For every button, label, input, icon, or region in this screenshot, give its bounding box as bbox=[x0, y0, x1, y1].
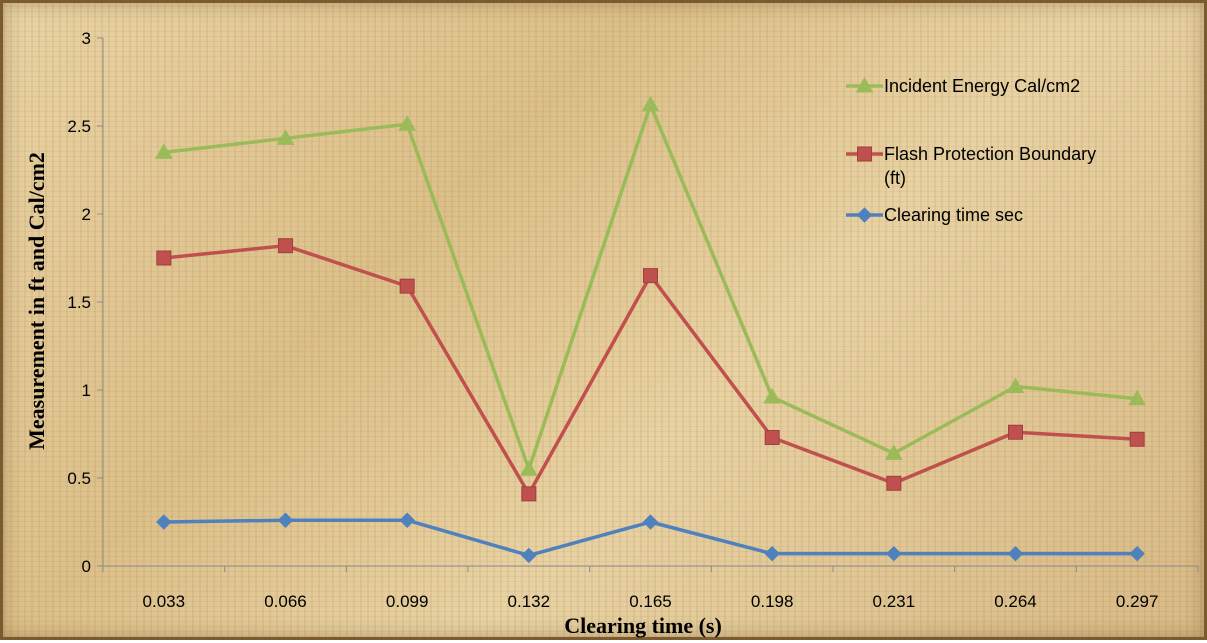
legend-label: Clearing time sec bbox=[884, 205, 1023, 225]
x-axis-label: Clearing time (s) bbox=[564, 613, 722, 638]
x-tick-label: 0.099 bbox=[386, 592, 429, 611]
data-point-diamond bbox=[1007, 545, 1024, 562]
y-tick-label: 1 bbox=[82, 381, 91, 400]
plot-area bbox=[103, 38, 1198, 566]
legend-label: Incident Energy Cal/cm2 bbox=[884, 76, 1080, 96]
data-point-triangle bbox=[1128, 389, 1147, 406]
series-markers bbox=[154, 95, 1147, 564]
data-point-triangle bbox=[398, 115, 417, 131]
x-tick-label: 0.033 bbox=[143, 592, 186, 611]
legend-marker-diamond bbox=[856, 207, 873, 223]
data-point-square bbox=[643, 268, 658, 284]
y-tick-label: 2.5 bbox=[67, 117, 91, 136]
data-point-triangle bbox=[641, 95, 660, 112]
data-point-diamond bbox=[1129, 545, 1145, 562]
data-point-triangle bbox=[154, 143, 173, 159]
data-point-diamond bbox=[156, 514, 172, 530]
data-point-diamond bbox=[399, 512, 415, 528]
data-point-triangle bbox=[519, 460, 538, 476]
x-tick-label: 0.066 bbox=[264, 592, 307, 611]
y-tick-label: 2 bbox=[82, 205, 91, 224]
data-point-square bbox=[521, 486, 537, 502]
legend-marker-triangle bbox=[855, 76, 874, 93]
data-point-triangle bbox=[884, 444, 903, 460]
y-tick-label: 3 bbox=[82, 29, 91, 48]
y-tick-label: 1.5 bbox=[67, 293, 91, 312]
data-point-square bbox=[278, 238, 293, 254]
data-point-diamond bbox=[277, 512, 294, 528]
legend-marker-square bbox=[857, 146, 872, 162]
y-axis-label: Measurement in ft and Cal/cm2 bbox=[24, 152, 49, 450]
x-tick-label: 0.165 bbox=[629, 592, 672, 611]
x-tick-label: 0.231 bbox=[873, 592, 916, 611]
data-point-triangle bbox=[763, 388, 782, 404]
data-point-square bbox=[886, 475, 902, 491]
data-point-diamond bbox=[642, 514, 659, 530]
y-tick-label: 0.5 bbox=[67, 469, 91, 488]
line-chart: 0 0.5 1 1.5 2 2.5 3 0.033 0.066 0.099 0.132 0.165 0.… bbox=[24, 29, 1199, 638]
data-point-diamond bbox=[521, 547, 537, 564]
data-point-triangle bbox=[276, 129, 295, 145]
data-point-diamond bbox=[764, 545, 780, 562]
x-tick-label: 0.198 bbox=[751, 592, 794, 611]
y-tick-label: 0 bbox=[82, 557, 91, 576]
axes bbox=[97, 37, 1199, 572]
x-tick-label: 0.264 bbox=[994, 592, 1037, 611]
data-point-diamond bbox=[886, 545, 902, 562]
data-point-square bbox=[156, 250, 172, 266]
legend-label: Flash Protection Boundary (ft) bbox=[884, 144, 1096, 188]
x-tick-label: 0.132 bbox=[508, 592, 551, 611]
data-point-square bbox=[764, 430, 780, 446]
legend: Incident Energy Cal/cm2 Flash Protection … bbox=[846, 76, 1096, 225]
data-point-square bbox=[1008, 424, 1023, 440]
data-point-triangle bbox=[1006, 377, 1025, 393]
data-point-square bbox=[1129, 431, 1145, 447]
tick-labels: 0 0.5 1 1.5 2 2.5 3 0.033 0.066 0.099 0.132 0.165 0.… bbox=[67, 29, 1158, 611]
x-tick-label: 0.297 bbox=[1116, 592, 1159, 611]
data-point-square bbox=[399, 278, 415, 294]
